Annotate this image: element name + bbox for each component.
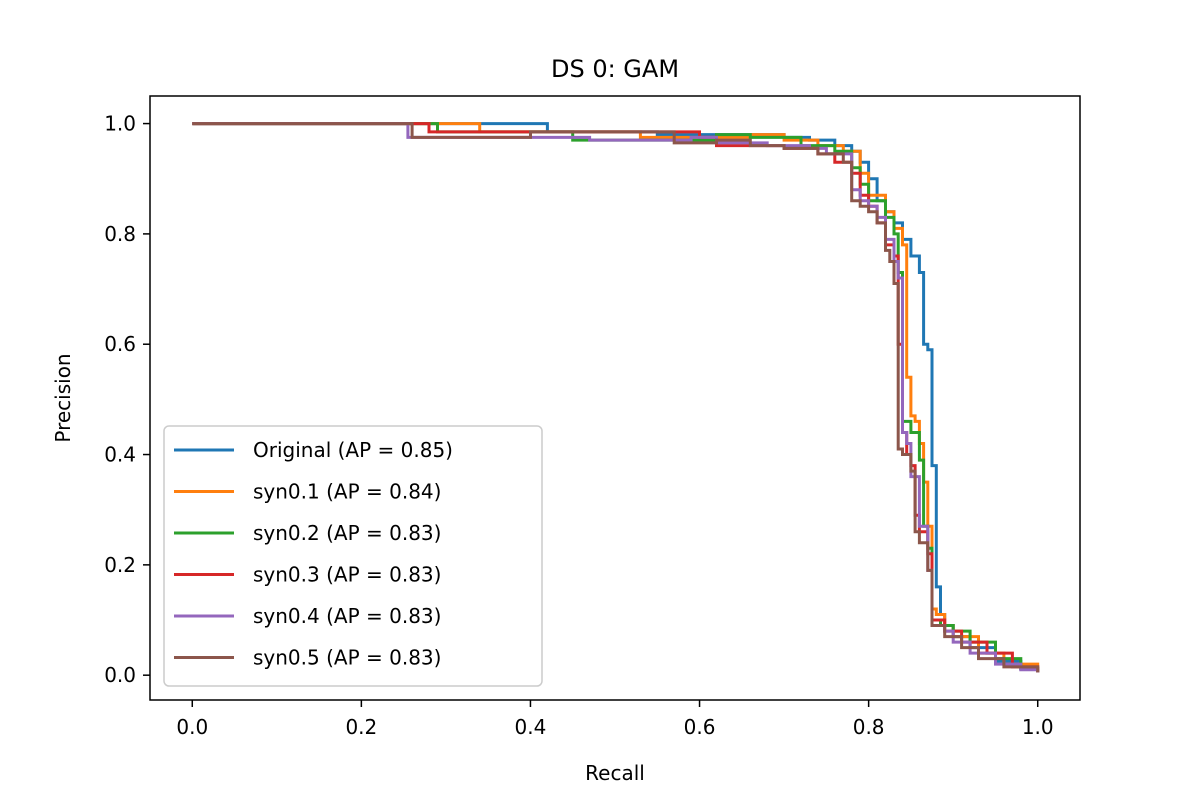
x-tick-label: 0.4 — [515, 715, 547, 739]
x-axis-label: Recall — [585, 761, 645, 785]
series-line-5 — [192, 122, 1040, 673]
legend-box — [163, 425, 543, 687]
legend: Original (AP = 0.85) syn0.1 (AP = 0.84) sy… — [163, 425, 543, 687]
axes-layer: 0.0 0.2 0.4 0.6 0.8 1.0 0.0 0.2 0.4 0.6 0.8 1.0 — [104, 95, 1081, 739]
legend-label-2: syn0.2 (AP = 0.83) — [253, 521, 441, 545]
x-tick-label: 0.2 — [345, 715, 377, 739]
legend-label-4: syn0.4 (AP = 0.83) — [253, 604, 441, 628]
legend-label-3: syn0.3 (AP = 0.83) — [253, 563, 441, 587]
y-tick-label: 0.6 — [104, 332, 136, 356]
x-tick-label: 0.0 — [176, 715, 208, 739]
plot-frame — [149, 95, 1081, 701]
legend-label-0: Original (AP = 0.85) — [253, 438, 453, 462]
y-axis-label: Precision — [51, 353, 75, 442]
x-tick-label: 0.8 — [853, 715, 885, 739]
y-tick-label: 0.2 — [104, 553, 136, 577]
x-tick-label: 0.6 — [684, 715, 716, 739]
x-tick-label: 1.0 — [1022, 715, 1054, 739]
y-tick-label: 1.0 — [104, 112, 136, 136]
chart-title: DS 0: GAM — [551, 55, 679, 83]
legend-label-1: syn0.1 (AP = 0.84) — [253, 480, 441, 504]
series-layer — [192, 122, 1040, 673]
y-tick-label: 0.8 — [104, 222, 136, 246]
y-tick-label: 0.4 — [104, 443, 136, 467]
legend-label-5: syn0.5 (AP = 0.83) — [253, 646, 441, 670]
y-tick-label: 0.0 — [104, 663, 136, 687]
